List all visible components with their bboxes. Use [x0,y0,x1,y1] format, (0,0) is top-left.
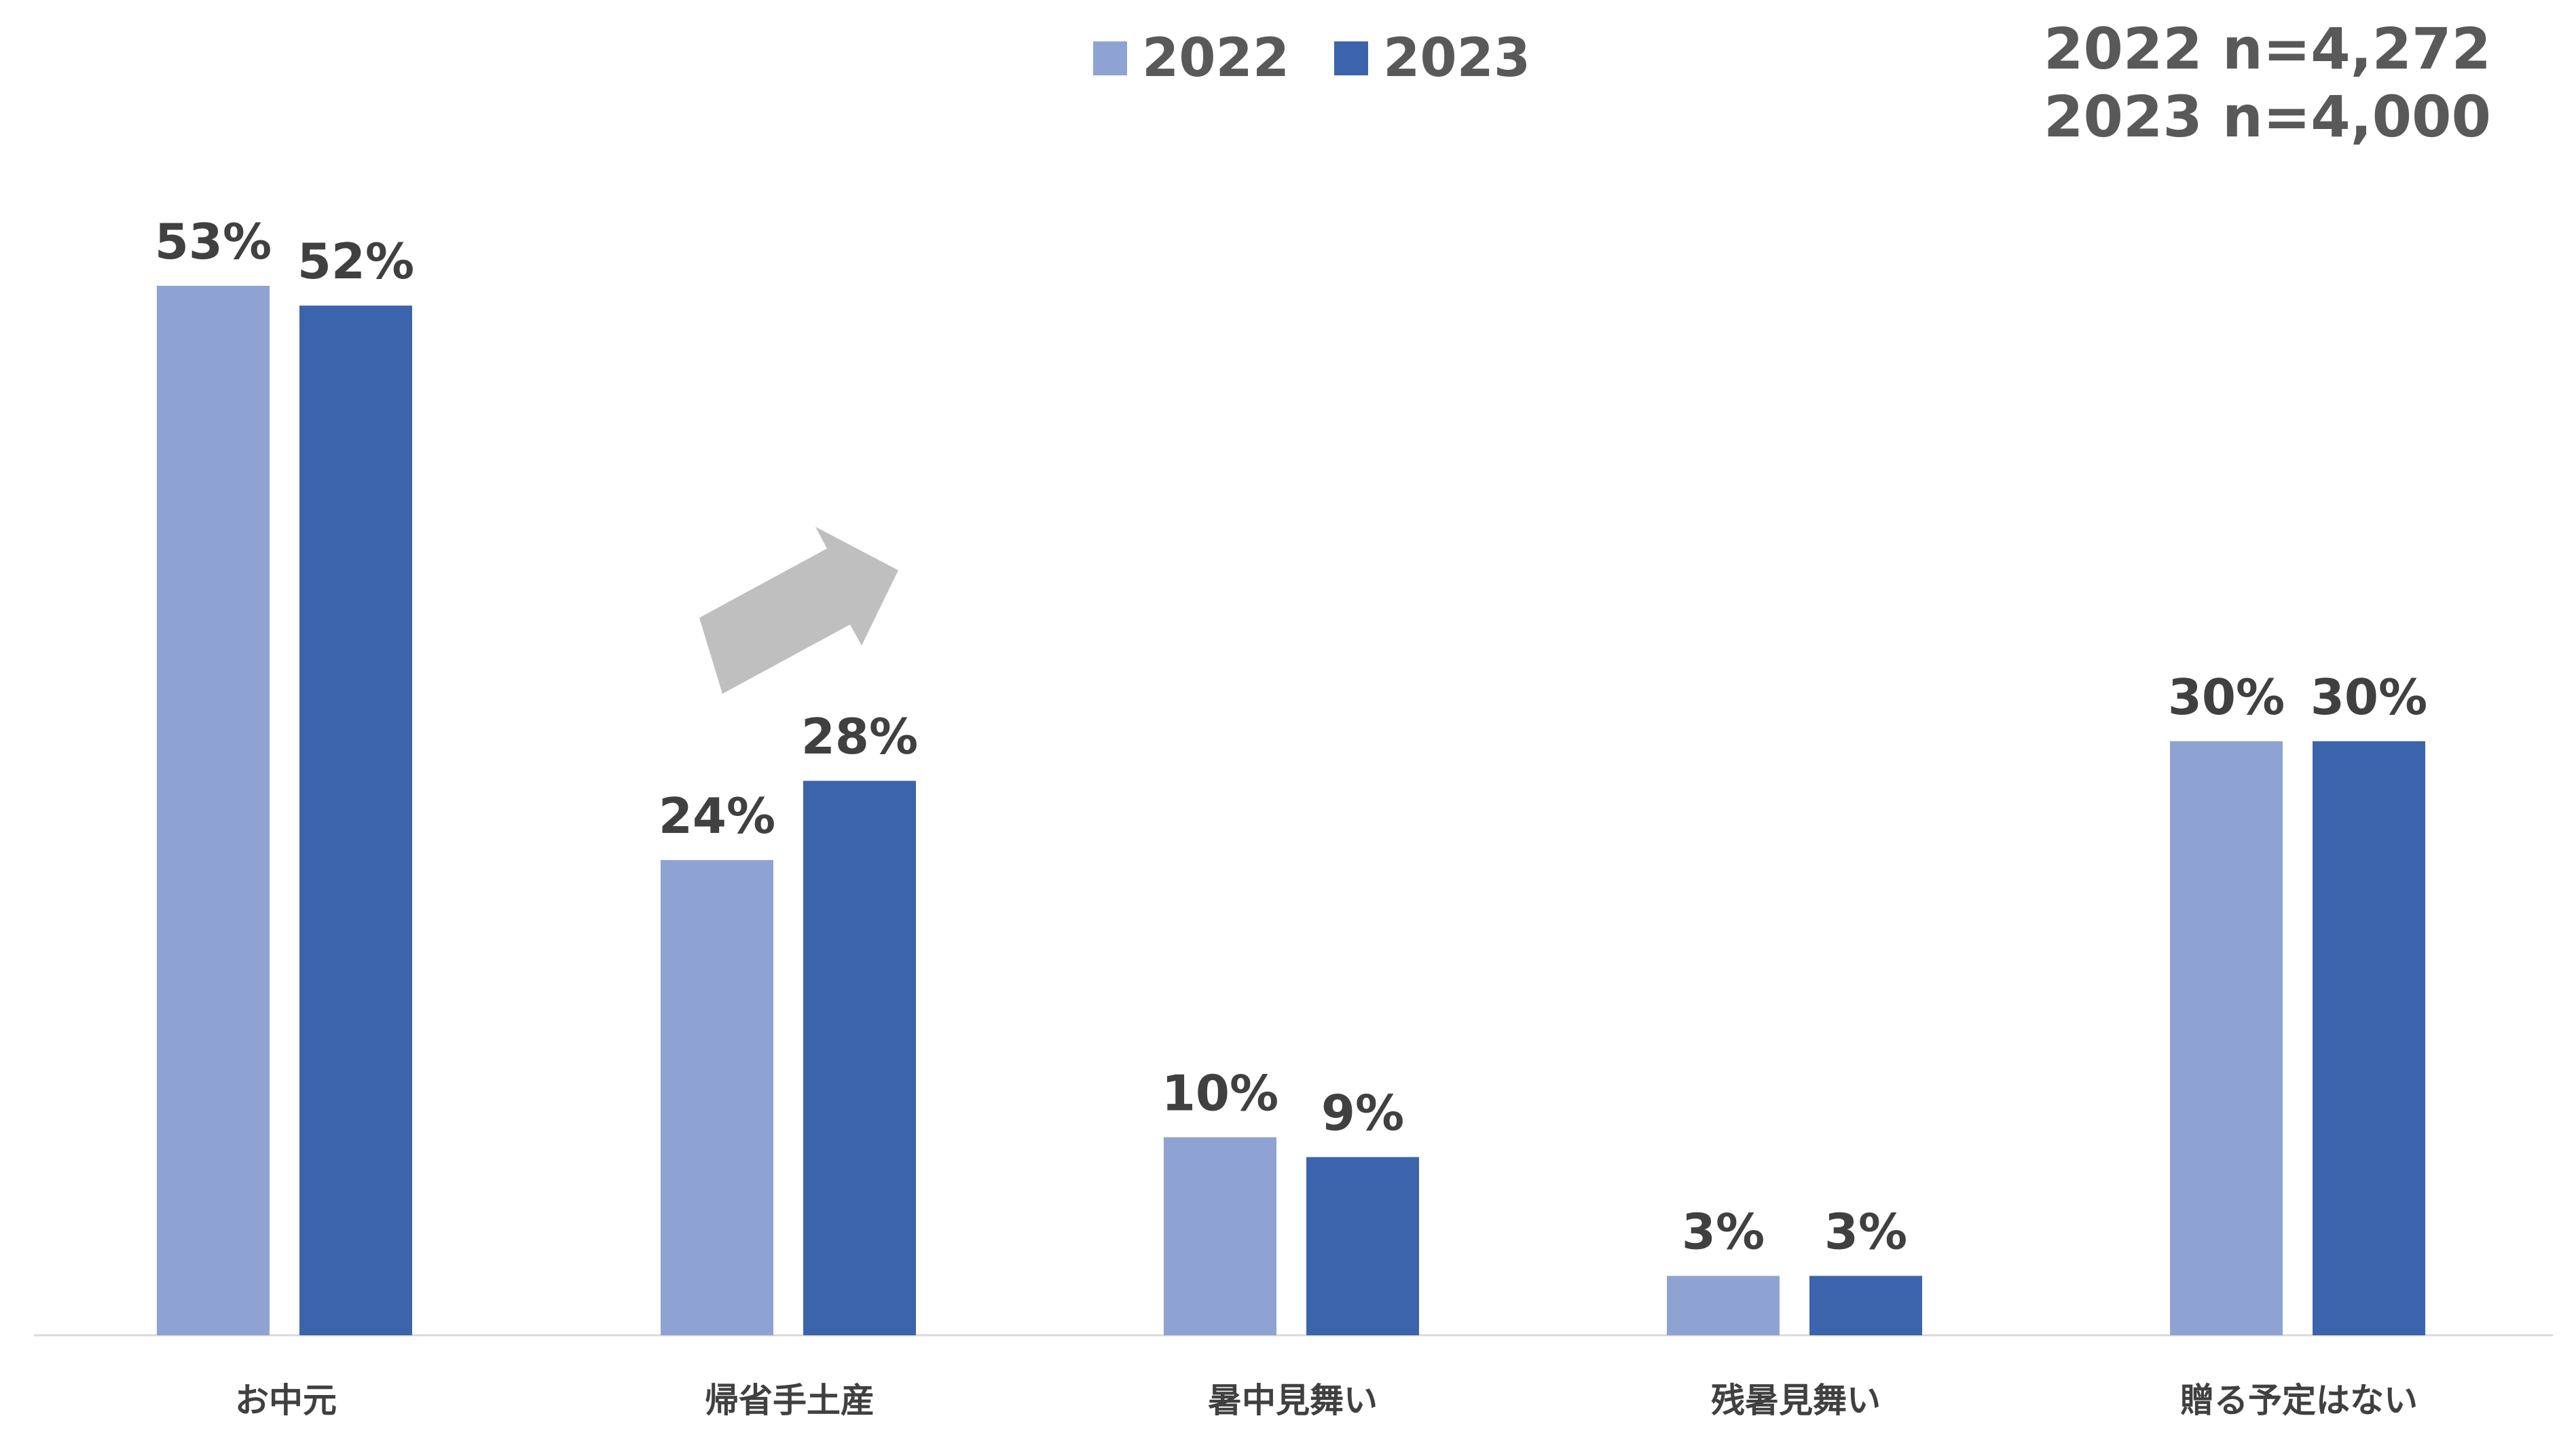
data-label-2023-1: 28% [801,708,918,765]
legend-swatch-2023 [1334,41,1369,75]
sample-size-2023: 2023 n=4,000 [2044,83,2491,150]
chart-legend: 2022 2023 [1093,24,1530,92]
bar-2022-4 [2170,741,2283,1335]
bar-2022-3 [1667,1276,1780,1335]
sample-size-note: 2022 n=4,272 2023 n=4,000 [2044,15,2491,151]
bar-2023-4 [2313,741,2425,1335]
data-label-2023-3: 3% [1824,1203,1907,1260]
bar-2023-2 [1306,1157,1419,1335]
legend-item-2022: 2022 [1093,32,1289,85]
category-label-0: お中元 [235,1381,337,1420]
legend-item-2023: 2023 [1334,32,1530,85]
data-label-2023-2: 9% [1321,1084,1404,1141]
data-label-2023-4: 30% [2311,669,2427,726]
trend-arrow-icon [699,527,898,694]
category-label-1: 帰省手土産 [705,1381,875,1420]
bar-2023-0 [299,305,412,1335]
legend-label-2022: 2022 [1142,28,1290,89]
data-label-2022-3: 3% [1682,1203,1765,1260]
data-label-2022-4: 30% [2168,669,2285,726]
bar-2023-1 [803,781,916,1335]
bar-2023-3 [1809,1276,1922,1335]
category-label-2: 暑中見舞い [1208,1381,1378,1420]
legend-swatch-2022 [1093,41,1127,75]
sample-size-2022: 2022 n=4,272 [2044,16,2491,82]
bar-2022-2 [1164,1137,1276,1335]
data-label-2022-1: 24% [659,787,775,844]
category-label-3: 残暑見舞い [1711,1381,1881,1420]
data-label-2022-2: 10% [1162,1064,1278,1121]
bar-2022-1 [661,859,773,1335]
legend-label-2023: 2023 [1383,28,1531,89]
bar-2022-0 [157,286,270,1335]
data-label-2023-0: 52% [297,233,414,290]
data-label-2022-0: 53% [155,213,272,270]
category-label-4: 贈る予定はない [2180,1381,2418,1420]
